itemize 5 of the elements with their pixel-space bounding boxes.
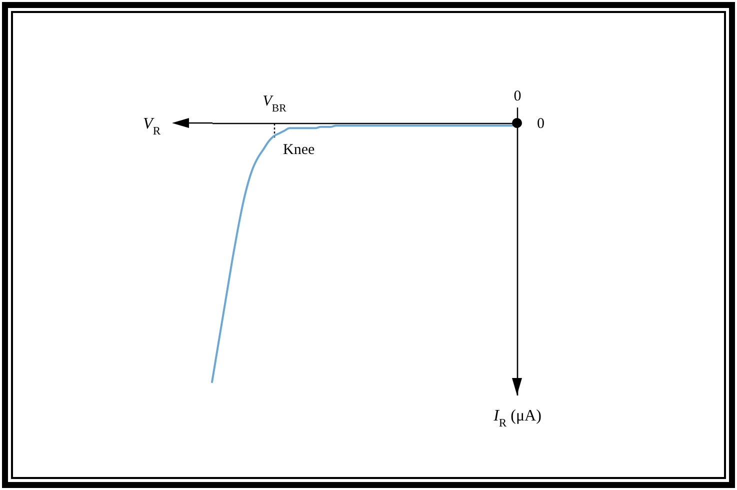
- x-axis-title: V$_{R}$: [143, 116, 161, 138]
- annotation: Knee: [283, 142, 316, 158]
- annotation: 0: [537, 116, 544, 132]
- x-tick-label: V$_{BR}$: [262, 94, 288, 114]
- y-axis-title: I$_{R}$ (μA): [492, 408, 542, 430]
